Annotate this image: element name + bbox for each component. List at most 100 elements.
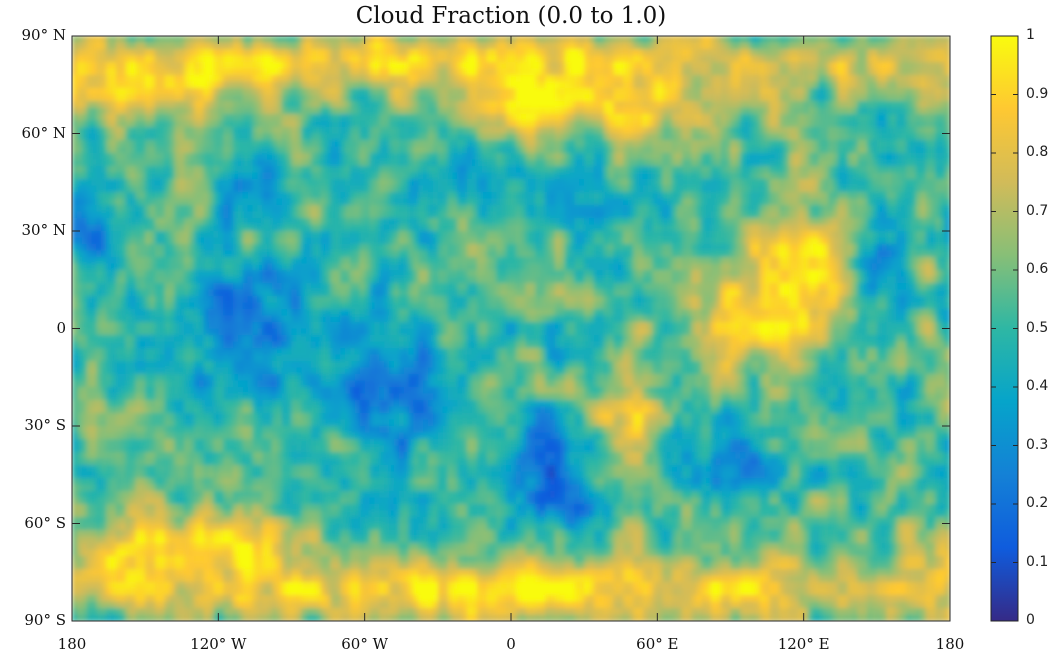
heatmap-cell: [569, 179, 576, 187]
heatmap-cell: [793, 49, 800, 57]
heatmap-cell: [545, 94, 551, 102]
heatmap-cell: [813, 42, 819, 50]
heatmap-cell: [540, 120, 546, 128]
heatmap-cell: [374, 166, 380, 174]
heatmap-cell: [564, 198, 571, 206]
heatmap-cell: [145, 192, 151, 200]
heatmap-cell: [311, 153, 317, 161]
heatmap-cell: [252, 49, 258, 57]
heatmap-cell: [550, 166, 556, 174]
heatmap-cell: [837, 192, 844, 200]
heatmap-cell: [345, 153, 351, 161]
heatmap-cell: [140, 88, 146, 96]
heatmap-cell: [940, 153, 946, 161]
heatmap-cell: [223, 211, 229, 219]
heatmap-cell: [608, 127, 615, 135]
heatmap-cell: [657, 107, 663, 115]
heatmap-cell: [735, 179, 741, 187]
heatmap-cell: [808, 107, 815, 115]
heatmap-cell: [432, 36, 439, 44]
heatmap-cell: [252, 36, 258, 44]
heatmap-cell: [398, 192, 405, 200]
heatmap-cell: [364, 179, 371, 187]
heatmap-cell: [203, 94, 210, 102]
heatmap-cell: [862, 88, 868, 96]
heatmap-cell: [662, 75, 668, 83]
heatmap-cell: [471, 140, 478, 148]
heatmap-cell: [598, 166, 605, 174]
heatmap-cell: [354, 211, 361, 219]
heatmap-cell: [184, 159, 190, 167]
heatmap-cell: [350, 107, 356, 115]
heatmap-cell: [745, 88, 751, 96]
heatmap-cell: [691, 198, 697, 206]
heatmap-cell: [613, 62, 619, 70]
heatmap-cell: [608, 55, 615, 63]
heatmap-cell: [798, 81, 805, 89]
heatmap-cell: [769, 114, 775, 122]
heatmap-cell: [667, 127, 673, 135]
heatmap-cell: [486, 185, 493, 193]
heatmap-cell: [72, 159, 78, 167]
heatmap-cell: [359, 42, 366, 50]
heatmap-cell: [735, 120, 741, 128]
heatmap-cell: [91, 68, 97, 76]
heatmap-cell: [628, 75, 634, 83]
heatmap-cell: [842, 205, 849, 213]
heatmap-cell: [598, 49, 605, 57]
heatmap-cell: [540, 140, 546, 148]
heatmap-cell: [940, 146, 946, 154]
heatmap-cell: [701, 68, 707, 76]
heatmap-cell: [257, 120, 263, 128]
heatmap-cell: [311, 114, 317, 122]
heatmap-cell: [340, 146, 346, 154]
heatmap-cell: [379, 146, 385, 154]
heatmap-cell: [628, 101, 634, 109]
heatmap-cell: [691, 146, 697, 154]
heatmap-cell: [823, 49, 829, 57]
heatmap-cell: [647, 153, 654, 161]
heatmap-cell: [501, 55, 507, 63]
heatmap-cell: [589, 107, 595, 115]
heatmap-cell: [779, 133, 785, 141]
heatmap-cell: [828, 81, 834, 89]
heatmap-cell: [476, 101, 483, 109]
heatmap-cell: [345, 211, 351, 219]
heatmap-cell: [150, 172, 156, 180]
heatmap-cell: [715, 211, 722, 219]
heatmap-cell: [915, 166, 922, 174]
heatmap-cell: [193, 179, 200, 187]
heatmap-cell: [676, 133, 683, 141]
heatmap-cell: [291, 107, 297, 115]
heatmap-cell: [106, 62, 112, 70]
heatmap-cell: [501, 179, 507, 187]
heatmap-cell: [832, 159, 839, 167]
heatmap-cell: [574, 94, 580, 102]
heatmap-cell: [237, 153, 244, 161]
heatmap-cell: [218, 114, 224, 122]
heatmap-cell: [364, 75, 371, 83]
heatmap-cell: [759, 140, 766, 148]
heatmap-cell: [579, 127, 585, 135]
heatmap-cell: [637, 205, 644, 213]
heatmap-cell: [374, 81, 380, 89]
heatmap-cell: [657, 205, 663, 213]
heatmap-cell: [915, 114, 922, 122]
heatmap-cell: [325, 36, 332, 44]
heatmap-cell: [193, 185, 200, 193]
heatmap-cell: [745, 133, 751, 141]
heatmap-cell: [657, 133, 663, 141]
heatmap-cell: [715, 205, 722, 213]
heatmap-cell: [857, 159, 863, 167]
heatmap-cell: [886, 120, 893, 128]
heatmap-cell: [618, 49, 624, 57]
heatmap-cell: [437, 68, 444, 76]
heatmap-cell: [271, 172, 278, 180]
heatmap-cell: [671, 133, 678, 141]
heatmap-cell: [418, 179, 424, 187]
heatmap-cell: [232, 75, 239, 83]
heatmap-cell: [593, 81, 600, 89]
heatmap-cell: [306, 36, 312, 44]
heatmap-cell: [720, 198, 727, 206]
heatmap-cell: [281, 107, 288, 115]
